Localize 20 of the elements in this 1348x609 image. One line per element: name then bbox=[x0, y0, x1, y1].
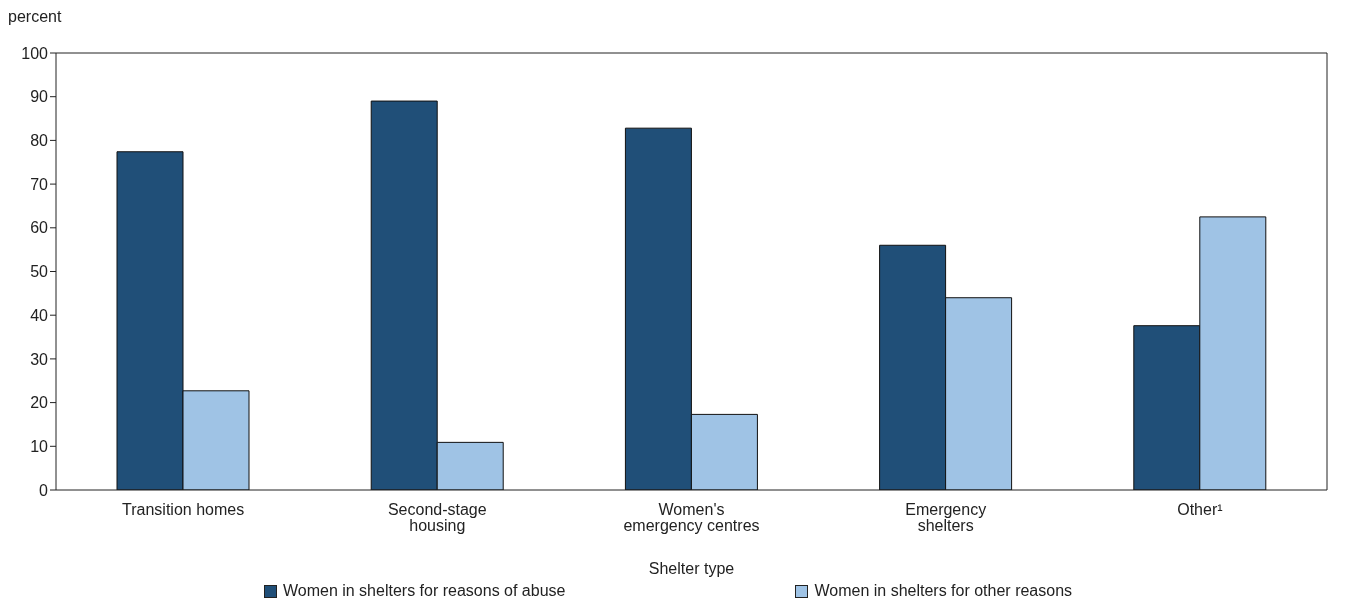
y-tick-label: 40 bbox=[30, 306, 49, 324]
y-tick-label: 10 bbox=[30, 437, 49, 455]
x-tick-label: Emergency shelters bbox=[905, 501, 987, 535]
y-tick-label: 60 bbox=[30, 219, 49, 237]
legend-label: Women in shelters for reasons of abuse bbox=[281, 582, 566, 600]
y-axis-title: percent bbox=[8, 8, 62, 26]
y-tick-label: 80 bbox=[30, 132, 49, 150]
x-tick-label: Women's emergency centres bbox=[623, 501, 760, 535]
y-tick-label: 50 bbox=[30, 263, 49, 281]
y-tick-label: 0 bbox=[39, 481, 49, 499]
x-tick-label: Second-stage housing bbox=[387, 501, 487, 535]
y-tick-label: 20 bbox=[30, 394, 49, 412]
x-tick-label: Other¹ bbox=[1177, 501, 1223, 519]
y-tick-label: 30 bbox=[30, 350, 49, 368]
y-tick-label: 90 bbox=[30, 88, 49, 106]
legend-label: Women in shelters for other reasons bbox=[813, 582, 1073, 600]
x-axis-title: Shelter type bbox=[648, 560, 735, 577]
y-tick-label: 100 bbox=[21, 44, 49, 62]
y-tick-label: 70 bbox=[30, 175, 49, 193]
x-tick-label: Transition homes bbox=[122, 501, 245, 519]
